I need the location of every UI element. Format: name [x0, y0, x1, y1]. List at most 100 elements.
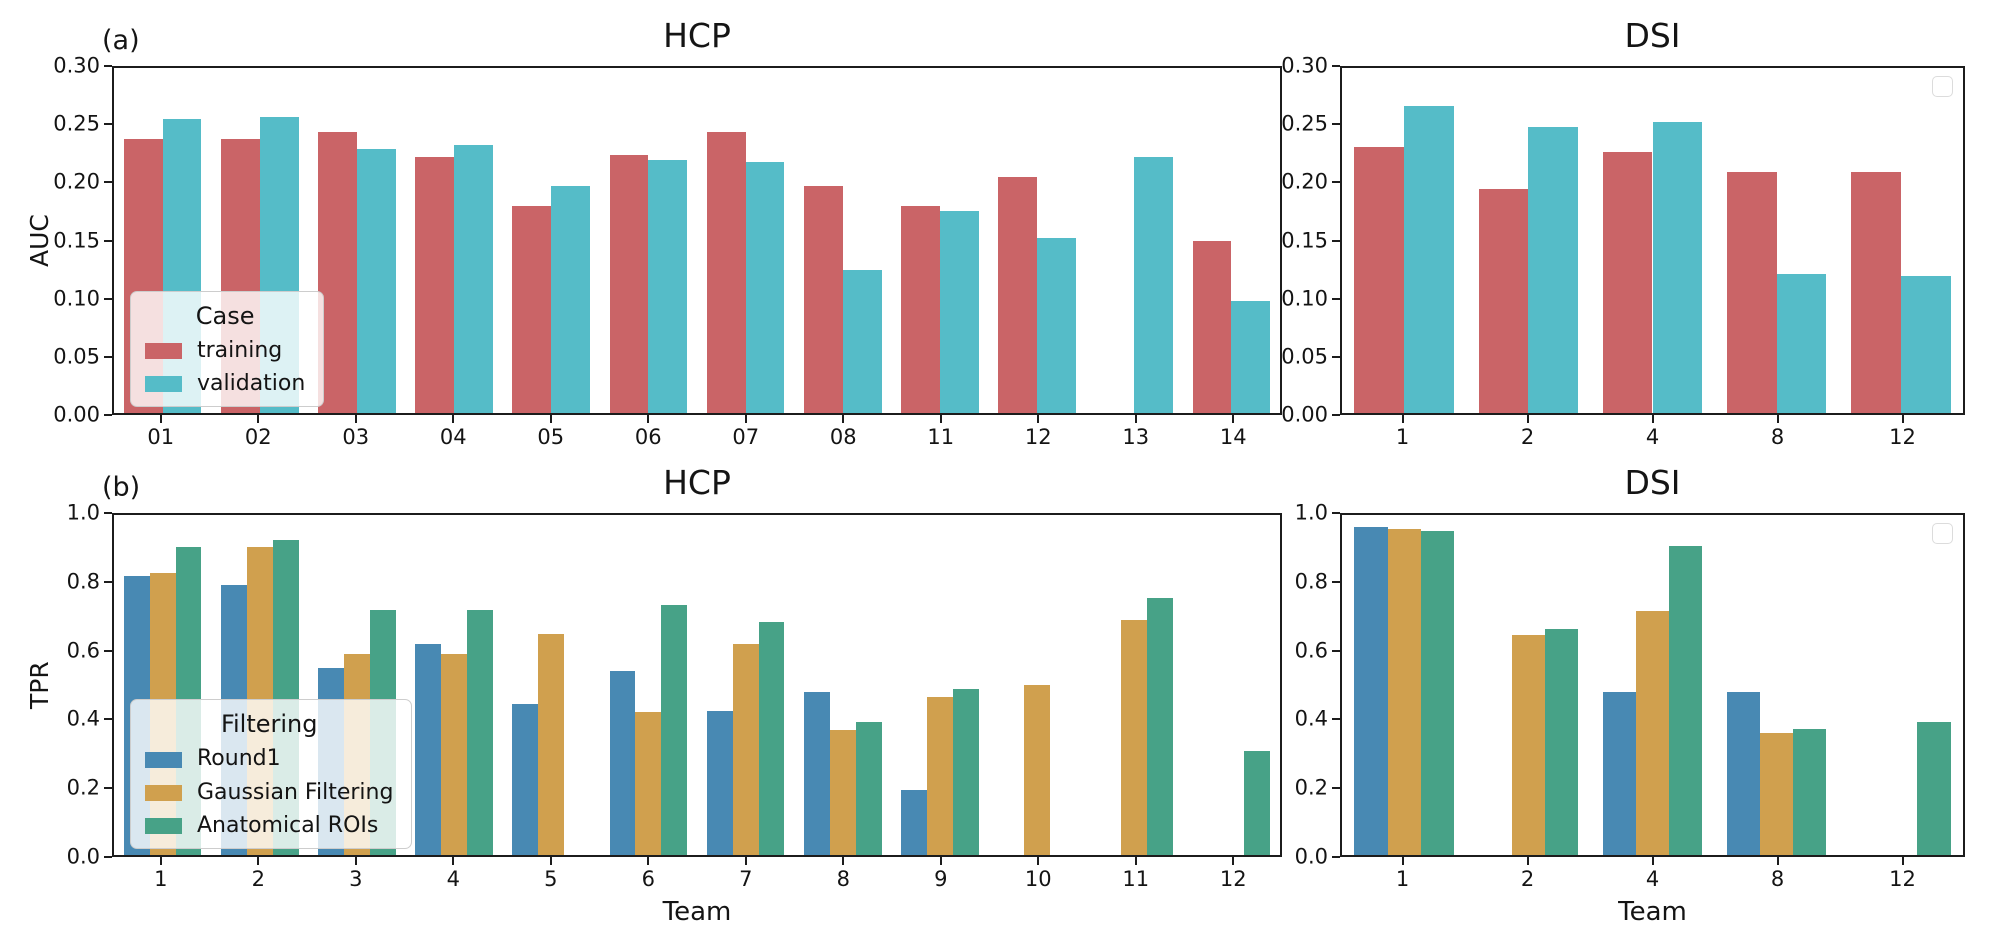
bars-layer — [1342, 515, 1963, 855]
bar-validation — [745, 162, 785, 413]
x-tick-mark — [647, 415, 650, 423]
x-tick-mark — [1901, 857, 1904, 865]
bar-training — [1192, 240, 1232, 413]
x-tick-label: 12 — [1219, 867, 1247, 891]
chart-title: DSI — [1624, 463, 1681, 502]
bar-round1 — [1602, 691, 1636, 855]
y-tick-label: 0.25 — [1281, 111, 1328, 136]
legend — [1932, 76, 1953, 97]
x-tick-mark — [159, 857, 162, 865]
x-tick-mark — [354, 857, 357, 865]
bar-gaussian-filtering — [1387, 529, 1421, 855]
x-tick-label: 11 — [1122, 867, 1150, 891]
bar-validation — [648, 160, 688, 413]
y-tick-mark — [1332, 718, 1340, 721]
bar-validation — [1900, 276, 1951, 413]
x-tick-mark — [1651, 857, 1654, 865]
bar-anatomical-rois — [1669, 545, 1703, 855]
y-tick-label: 1.0 — [1294, 500, 1328, 525]
x-axis-label: Team — [1618, 897, 1687, 927]
x-tick-label: 07 — [732, 425, 760, 449]
bar-training — [803, 186, 843, 413]
legend-swatch — [145, 751, 182, 768]
x-tick-label: 01 — [147, 425, 175, 449]
chart-title: HCP — [663, 16, 731, 55]
y-tick-label: 0.4 — [1294, 706, 1328, 731]
x-tick-mark — [1401, 415, 1404, 423]
x-tick-mark — [549, 415, 552, 423]
bar-anatomical-rois — [1917, 722, 1951, 855]
bar-validation — [1652, 122, 1703, 413]
x-tick-label: 12 — [1889, 867, 1916, 891]
bar-anatomical-rois — [661, 605, 688, 855]
y-tick-mark — [1332, 512, 1340, 514]
bar-training — [901, 206, 940, 413]
bar-anatomical-rois — [758, 622, 785, 855]
bar-anatomical-rois — [1793, 728, 1827, 855]
y-axis-label: AUC — [25, 214, 54, 267]
x-tick-label: 04 — [439, 425, 467, 449]
y-tick-mark — [104, 649, 112, 652]
y-tick-label: 0.05 — [53, 344, 100, 369]
legend-swatch — [145, 375, 182, 392]
x-tick-mark — [257, 415, 260, 423]
bar-round1 — [1727, 691, 1761, 855]
bar-validation — [1404, 105, 1454, 413]
x-tick-mark — [842, 857, 845, 865]
legend-label: Anatomical ROIs — [197, 812, 379, 838]
x-tick-label: 12 — [1024, 425, 1052, 449]
y-tick-label: 0.00 — [1281, 402, 1328, 427]
x-tick-label: 10 — [1024, 867, 1052, 891]
y-tick-label: 0.15 — [53, 228, 100, 252]
bar-gaussian-filtering — [635, 712, 662, 855]
x-tick-mark — [1037, 415, 1040, 423]
bar-gaussian-filtering — [829, 729, 856, 855]
x-tick-mark — [159, 415, 162, 423]
y-tick-mark — [1332, 123, 1340, 126]
bars-layer — [1342, 68, 1963, 413]
x-tick-mark — [549, 857, 552, 865]
x-tick-mark — [1037, 857, 1040, 865]
x-tick-label: 4 — [446, 867, 460, 891]
bar-validation — [454, 145, 493, 413]
y-tick-label: 0.00 — [53, 402, 100, 427]
bar-validation — [1776, 273, 1827, 413]
bar-round1 — [901, 790, 927, 855]
bar-training — [415, 156, 455, 413]
bar-gaussian-filtering — [538, 634, 565, 855]
x-tick-mark — [1776, 857, 1779, 865]
x-tick-label: 2 — [251, 867, 265, 891]
x-tick-label: 2 — [1520, 867, 1535, 891]
panel-b-dsi: DSI Team 0.0 0.2 0.4 0.6 0.8 1.0 1 2 4 8 12 — [1295, 466, 1965, 925]
bar-validation — [1134, 156, 1174, 413]
x-tick-label: 12 — [1889, 425, 1916, 449]
legend: Filtering Round1 Gaussian Filtering Anatomi… — [130, 699, 413, 849]
bar-gaussian-filtering — [441, 654, 468, 855]
x-tick-mark — [744, 415, 747, 423]
x-tick-mark — [1526, 857, 1529, 865]
y-tick-mark — [1332, 649, 1340, 652]
x-tick-mark — [257, 857, 260, 865]
y-tick-label: 0.20 — [1281, 169, 1328, 194]
bar-validation — [551, 186, 591, 413]
bar-anatomical-rois — [467, 610, 493, 855]
y-tick-mark — [1332, 355, 1340, 358]
x-tick-mark — [1651, 415, 1654, 423]
bar-gaussian-filtering — [1511, 634, 1545, 855]
legend-swatch — [145, 817, 182, 834]
x-tick-label: 6 — [641, 867, 655, 891]
legend-entry: Anatomical ROIs — [145, 812, 393, 838]
x-tick-label: 9 — [934, 867, 948, 891]
y-tick-mark — [1332, 580, 1340, 583]
legend-swatch — [145, 784, 182, 801]
x-tick-label: 4 — [1645, 425, 1660, 449]
bar-gaussian-filtering — [732, 644, 759, 855]
x-tick-mark — [939, 415, 942, 423]
y-tick-mark — [1332, 787, 1340, 790]
plot-area: Filtering Round1 Gaussian Filtering Anatomi… — [112, 513, 1282, 857]
x-tick-label: 11 — [927, 425, 955, 449]
panel-b-hcp: (b) HCP TPR Team Filtering Round1 Gaussian… — [25, 466, 1282, 925]
legend-label: Round1 — [197, 746, 281, 772]
bar-validation — [1037, 238, 1076, 413]
x-tick-mark — [1134, 857, 1137, 865]
